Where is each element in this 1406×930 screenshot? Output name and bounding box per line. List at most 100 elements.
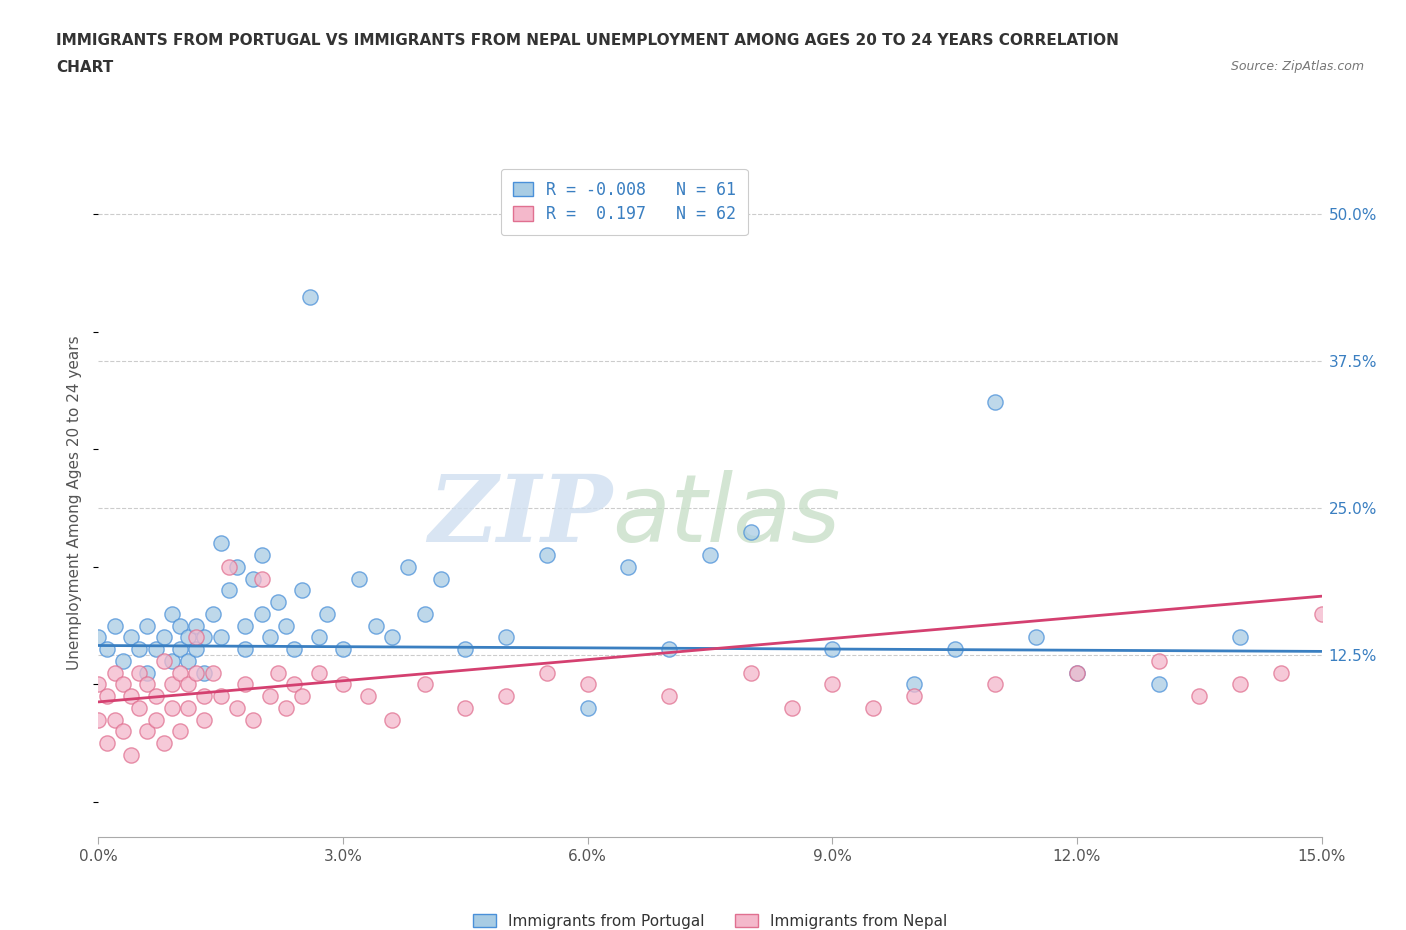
Point: [699, 548, 721, 563]
Point: [226, 559, 249, 574]
Point: [160, 654, 183, 669]
Point: [193, 665, 215, 680]
Point: [128, 700, 150, 715]
Text: CHART: CHART: [56, 60, 114, 75]
Point: [1270, 665, 1292, 680]
Point: [136, 665, 159, 680]
Point: [136, 724, 159, 738]
Point: [136, 618, 159, 633]
Point: [984, 395, 1007, 410]
Point: [177, 677, 200, 692]
Point: [145, 642, 167, 657]
Point: [349, 571, 371, 586]
Point: [283, 677, 305, 692]
Point: [96, 736, 118, 751]
Point: [250, 571, 273, 586]
Point: [413, 606, 436, 621]
Point: [740, 665, 762, 680]
Point: [160, 677, 183, 692]
Point: [233, 677, 256, 692]
Point: [821, 642, 844, 657]
Point: [218, 583, 240, 598]
Point: [356, 688, 378, 703]
Point: [381, 712, 404, 727]
Point: [96, 642, 118, 657]
Point: [259, 630, 281, 644]
Point: [186, 630, 208, 644]
Point: [111, 724, 134, 738]
Point: [145, 688, 167, 703]
Point: [120, 748, 142, 763]
Point: [259, 688, 281, 703]
Point: [364, 618, 387, 633]
Point: [576, 700, 599, 715]
Point: [1229, 630, 1251, 644]
Point: [186, 642, 208, 657]
Point: [658, 642, 681, 657]
Point: [658, 688, 681, 703]
Point: [169, 665, 191, 680]
Point: [128, 665, 150, 680]
Point: [291, 688, 314, 703]
Point: [250, 548, 273, 563]
Point: [454, 642, 477, 657]
Point: [201, 665, 224, 680]
Point: [169, 618, 191, 633]
Text: atlas: atlas: [612, 470, 841, 561]
Point: [1147, 654, 1170, 669]
Point: [242, 571, 264, 586]
Point: [1025, 630, 1047, 644]
Point: [495, 688, 517, 703]
Point: [984, 677, 1007, 692]
Point: [308, 630, 330, 644]
Point: [209, 536, 232, 551]
Point: [381, 630, 404, 644]
Point: [1188, 688, 1211, 703]
Point: [186, 618, 208, 633]
Text: IMMIGRANTS FROM PORTUGAL VS IMMIGRANTS FROM NEPAL UNEMPLOYMENT AMONG AGES 20 TO : IMMIGRANTS FROM PORTUGAL VS IMMIGRANTS F…: [56, 33, 1119, 47]
Point: [128, 642, 150, 657]
Text: Source: ZipAtlas.com: Source: ZipAtlas.com: [1230, 60, 1364, 73]
Point: [740, 525, 762, 539]
Point: [193, 712, 215, 727]
Point: [1066, 665, 1088, 680]
Point: [233, 642, 256, 657]
Point: [430, 571, 453, 586]
Point: [267, 594, 290, 609]
Point: [1147, 677, 1170, 692]
Point: [413, 677, 436, 692]
Point: [177, 700, 200, 715]
Point: [136, 677, 159, 692]
Point: [226, 700, 249, 715]
Point: [943, 642, 966, 657]
Point: [120, 688, 142, 703]
Point: [209, 630, 232, 644]
Point: [821, 677, 844, 692]
Point: [87, 677, 110, 692]
Point: [104, 665, 127, 680]
Point: [274, 618, 297, 633]
Point: [308, 665, 330, 680]
Point: [291, 583, 314, 598]
Point: [454, 700, 477, 715]
Point: [332, 677, 354, 692]
Point: [87, 712, 110, 727]
Point: [152, 654, 174, 669]
Point: [152, 736, 174, 751]
Point: [177, 630, 200, 644]
Point: [87, 630, 110, 644]
Point: [186, 665, 208, 680]
Point: [617, 559, 640, 574]
Point: [96, 688, 118, 703]
Text: ZIP: ZIP: [427, 471, 612, 561]
Point: [104, 618, 127, 633]
Y-axis label: Unemployment Among Ages 20 to 24 years: Unemployment Among Ages 20 to 24 years: [67, 335, 83, 670]
Point: [267, 665, 290, 680]
Point: [177, 654, 200, 669]
Point: [274, 700, 297, 715]
Point: [1066, 665, 1088, 680]
Point: [396, 559, 419, 574]
Point: [536, 665, 558, 680]
Point: [1229, 677, 1251, 692]
Point: [862, 700, 884, 715]
